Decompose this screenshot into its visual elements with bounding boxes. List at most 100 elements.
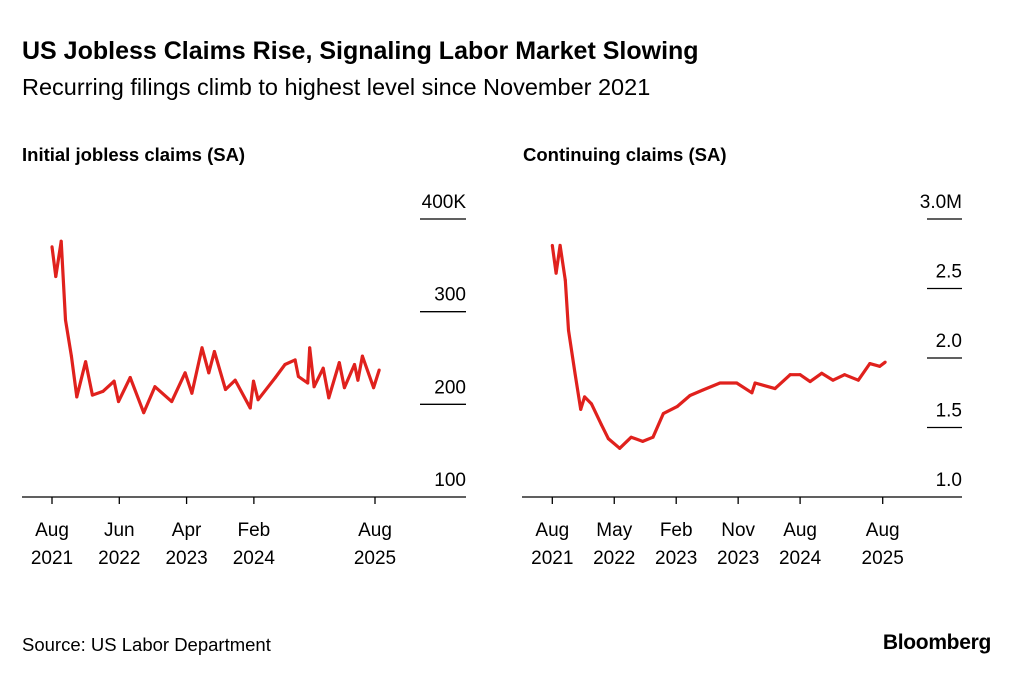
data-point bbox=[831, 378, 835, 382]
data-point bbox=[233, 378, 237, 382]
data-point bbox=[753, 381, 757, 385]
data-point bbox=[308, 346, 312, 350]
data-point bbox=[798, 373, 802, 377]
initial-claims-title: Initial jobless claims (SA) bbox=[22, 144, 245, 165]
data-point bbox=[50, 245, 54, 249]
data-point bbox=[342, 386, 346, 390]
x-tick-year: 2023 bbox=[717, 548, 759, 569]
data-point bbox=[878, 364, 882, 368]
x-tick-year: 2023 bbox=[165, 548, 207, 569]
y-tick-label: 100 bbox=[434, 470, 466, 491]
data-series-line bbox=[550, 243, 887, 450]
x-tick-year: 2025 bbox=[354, 548, 396, 569]
data-point bbox=[170, 400, 174, 404]
data-point bbox=[675, 405, 679, 409]
x-tick-year: 2024 bbox=[779, 548, 822, 569]
data-point bbox=[661, 412, 665, 416]
data-point bbox=[63, 318, 67, 322]
x-tick-year: 2022 bbox=[593, 548, 635, 569]
data-point bbox=[183, 371, 187, 375]
x-tick-month: Aug bbox=[535, 520, 569, 541]
data-point bbox=[868, 362, 872, 366]
x-tick-month: Aug bbox=[783, 520, 817, 541]
data-point bbox=[820, 371, 824, 375]
x-tick-month: Nov bbox=[721, 520, 755, 541]
data-point bbox=[283, 362, 287, 366]
data-point bbox=[327, 396, 331, 400]
data-point bbox=[583, 395, 587, 399]
data-point bbox=[554, 271, 558, 275]
data-point bbox=[296, 375, 300, 379]
data-point bbox=[293, 358, 297, 362]
chart-subtitle: Recurring filings climb to highest level… bbox=[22, 74, 650, 100]
data-point bbox=[207, 371, 211, 375]
data-point bbox=[788, 373, 792, 377]
data-point bbox=[212, 350, 216, 354]
initial-claims-panel: Initial jobless claims (SA) 400K 300 200 10… bbox=[22, 144, 466, 569]
data-point bbox=[735, 381, 739, 385]
x-tick-month: Apr bbox=[172, 520, 202, 541]
data-point bbox=[153, 385, 157, 389]
data-point bbox=[84, 360, 88, 364]
y-tick-label: 1.0 bbox=[936, 470, 962, 491]
y-tick-label: 3.0M bbox=[920, 192, 962, 213]
chart-title: US Jobless Claims Rise, Signaling Labor … bbox=[22, 37, 699, 65]
data-point bbox=[573, 371, 577, 375]
y-tick-label: 1.5 bbox=[936, 401, 962, 422]
x-tick-year: 2022 bbox=[98, 548, 140, 569]
y-tick-label: 400K bbox=[422, 192, 467, 213]
data-point bbox=[629, 435, 633, 439]
data-point bbox=[773, 387, 777, 391]
data-point bbox=[377, 368, 381, 372]
data-point bbox=[883, 360, 887, 364]
continuing-claims-title: Continuing claims (SA) bbox=[523, 144, 727, 165]
data-point bbox=[599, 423, 603, 427]
data-point bbox=[312, 385, 316, 389]
data-point bbox=[701, 388, 705, 392]
y-tick-label: 2.5 bbox=[936, 262, 962, 283]
data-point bbox=[69, 354, 73, 358]
x-tick-year: 2021 bbox=[31, 548, 73, 569]
continuing-claims-panel: Continuing claims (SA) 3.0M 2.5 2.0 1.5 1.0 A… bbox=[522, 144, 962, 569]
data-point bbox=[567, 328, 571, 332]
data-point bbox=[101, 389, 105, 393]
data-point bbox=[75, 395, 79, 399]
data-point bbox=[589, 402, 593, 406]
data-point bbox=[352, 362, 356, 366]
data-point bbox=[128, 375, 132, 379]
data-point bbox=[641, 439, 645, 443]
x-tick-year: 2023 bbox=[655, 548, 697, 569]
data-point bbox=[117, 400, 121, 404]
data-point bbox=[606, 437, 610, 441]
data-point bbox=[256, 398, 260, 402]
data-point bbox=[190, 391, 194, 395]
x-tick-year: 2021 bbox=[531, 548, 573, 569]
data-point bbox=[273, 375, 277, 379]
data-point bbox=[356, 378, 360, 382]
x-tick-year: 2025 bbox=[862, 548, 904, 569]
data-point bbox=[808, 380, 812, 384]
y-tick-label: 200 bbox=[434, 377, 466, 398]
data-point bbox=[651, 435, 655, 439]
data-point bbox=[248, 406, 252, 410]
x-tick-month: May bbox=[596, 520, 632, 541]
data-point bbox=[550, 243, 554, 247]
data-point bbox=[558, 243, 562, 247]
x-tick-month: Aug bbox=[358, 520, 392, 541]
x-tick-month: Jun bbox=[104, 520, 135, 541]
data-point bbox=[321, 366, 325, 370]
x-tick-month: Aug bbox=[35, 520, 69, 541]
data-point bbox=[618, 446, 622, 450]
data-point bbox=[579, 407, 583, 411]
data-point bbox=[843, 373, 847, 377]
data-point bbox=[688, 394, 692, 398]
x-tick-month: Aug bbox=[866, 520, 900, 541]
data-point bbox=[337, 361, 341, 365]
bloomberg-logo: Bloomberg bbox=[883, 631, 991, 654]
source-note: Source: US Labor Department bbox=[22, 634, 271, 655]
data-point bbox=[856, 378, 860, 382]
data-point bbox=[360, 354, 364, 358]
x-tick-month: Feb bbox=[660, 520, 693, 541]
data-point bbox=[224, 388, 228, 392]
